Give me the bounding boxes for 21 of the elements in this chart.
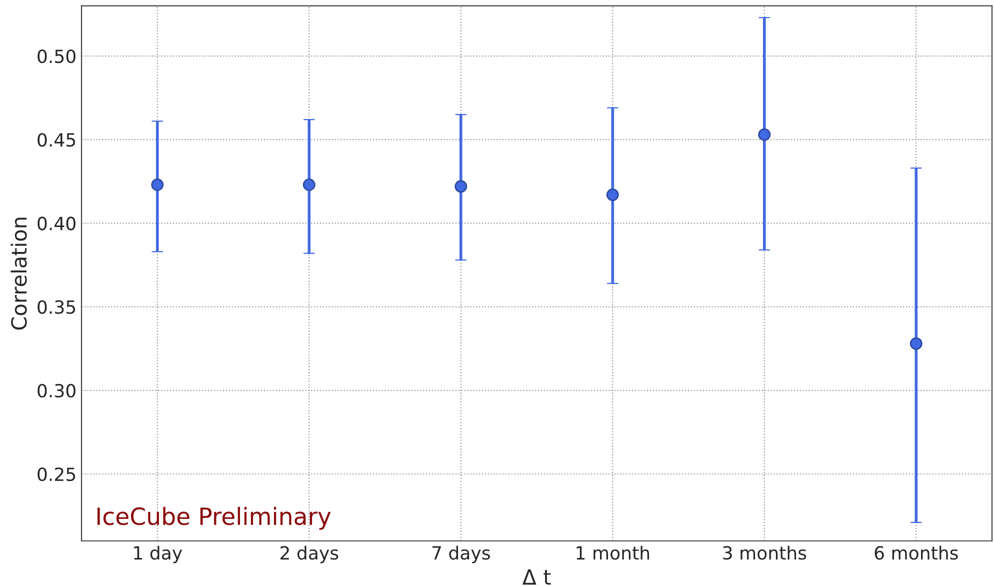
y-tick-label: 0.25 [38,467,76,482]
y-tick-label: 0.30 [38,384,76,398]
annotation: IceCube Preliminary [97,506,331,530]
point [454,180,468,193]
y-tick-label: 0.40 [38,216,76,230]
y-tick-label: 0.35 [38,300,76,314]
y-tick-label: 0.50 [38,49,76,64]
point [758,128,771,141]
x-tick-label: 7 days [432,546,490,564]
point [151,178,164,192]
y-axis-title: Correlation [10,218,27,330]
point [606,188,619,202]
point [302,178,316,192]
y-tick-label: 0.45 [38,133,76,147]
x-tick-label: 6 months [874,546,958,560]
x-tick-label: 2 days [280,546,338,564]
x-tick-label: 1 day [134,546,182,564]
point [910,337,922,350]
x-tick-label: 3 months [723,546,806,560]
x-axis-title: Δ t [522,569,551,585]
x-tick-label: 1 month [576,546,650,560]
